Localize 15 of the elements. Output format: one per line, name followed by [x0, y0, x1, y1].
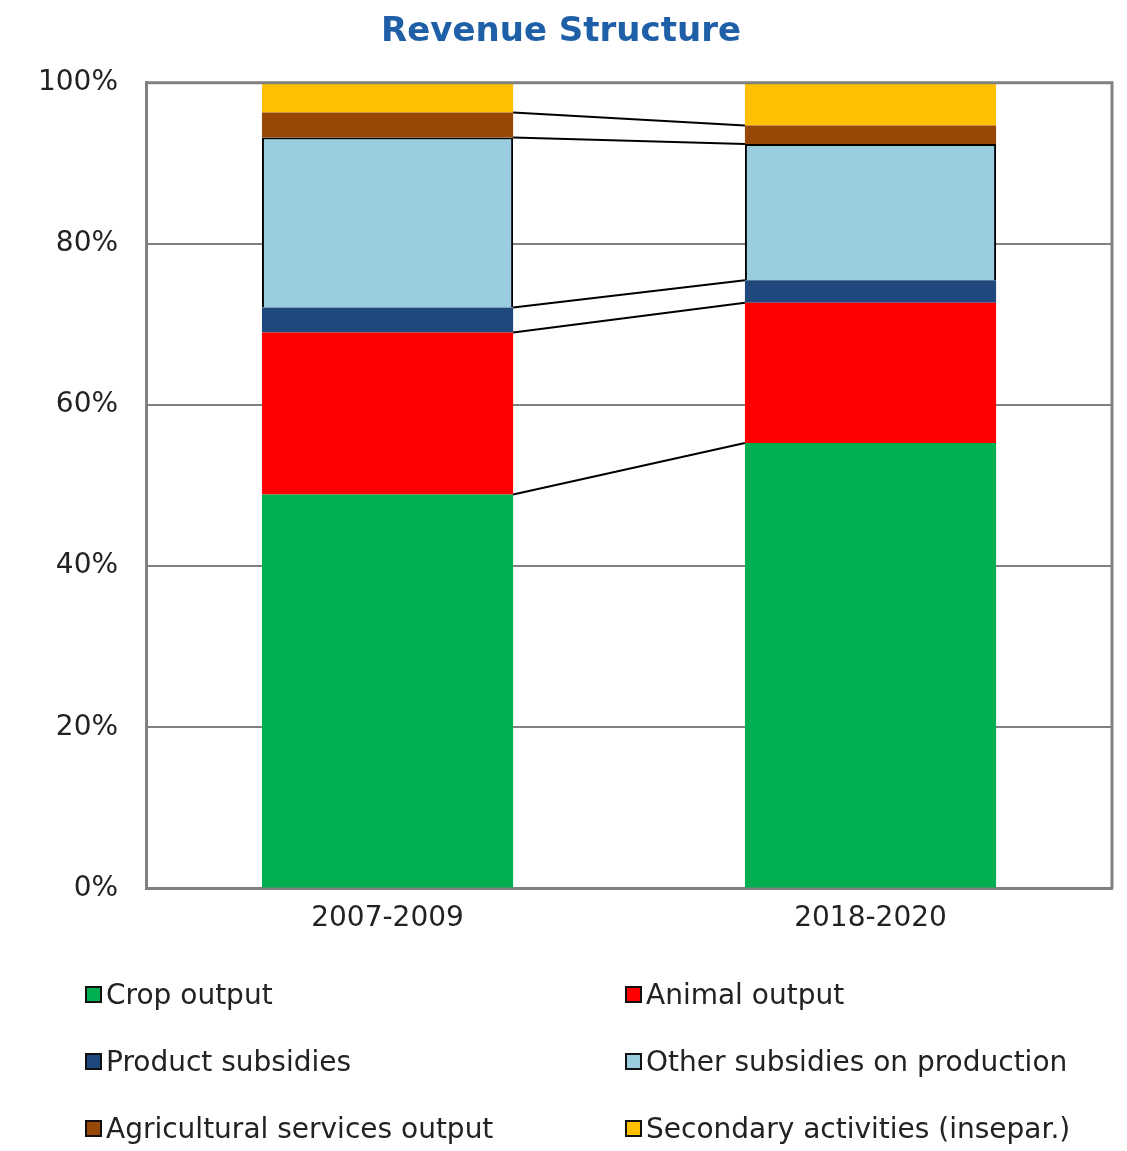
y-tick-label: 0% — [73, 869, 119, 903]
y-tick-label: 100% — [37, 64, 119, 98]
legend-label: Agricultural services output — [106, 1112, 494, 1145]
x-tick-label: 2018-2020 — [794, 900, 947, 934]
y-tick-label: 80% — [55, 225, 119, 259]
legend-label: Secondary activities (insepar.) — [646, 1112, 1071, 1145]
legend-label: Product subsidies — [106, 1045, 352, 1078]
legend-label: Animal output — [646, 978, 845, 1011]
chart-title: Revenue Structure — [381, 9, 741, 50]
legend-label: Crop output — [106, 978, 273, 1011]
y-tick-label: 60% — [55, 386, 119, 420]
legend-label: Other subsidies on production — [646, 1045, 1068, 1078]
x-tick-label: 2007-2009 — [311, 900, 464, 934]
y-tick-label: 20% — [55, 708, 119, 742]
y-tick-label: 40% — [55, 547, 119, 581]
